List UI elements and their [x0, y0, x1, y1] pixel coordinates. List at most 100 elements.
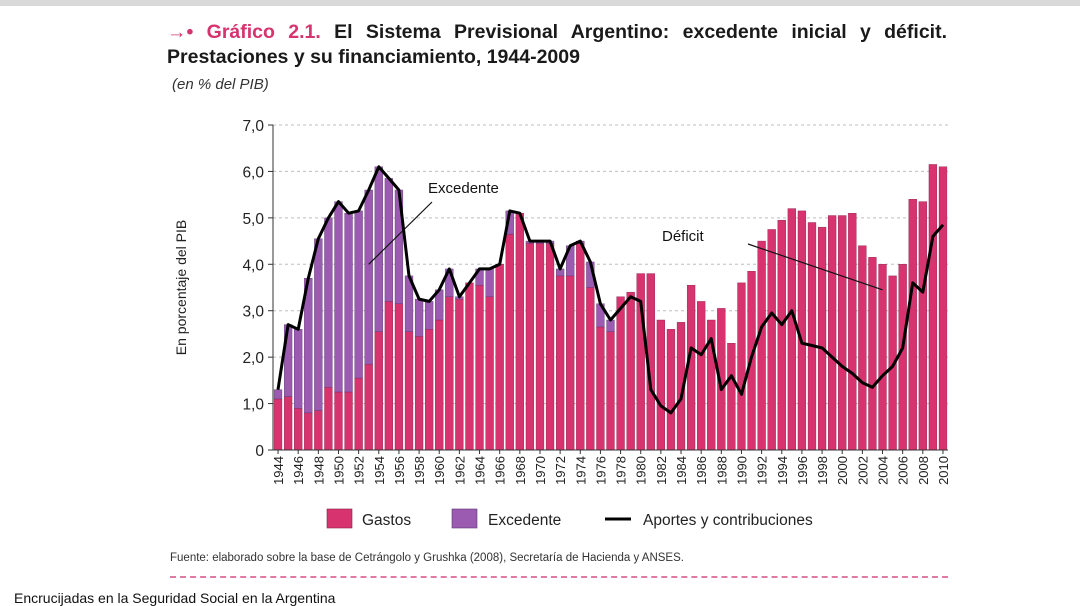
- gastos-bar: [304, 412, 313, 451]
- x-tick-label: 1982: [654, 456, 669, 485]
- gastos-bar: [525, 243, 535, 451]
- x-tick-label: 1980: [634, 456, 649, 485]
- y-tick-label: 2,0: [242, 350, 264, 367]
- excedente-bar: [314, 238, 323, 411]
- x-tick-label: 2008: [916, 456, 931, 485]
- gastos-bar: [626, 291, 635, 451]
- x-tick-label: 1970: [533, 456, 548, 485]
- excedente-bar: [364, 189, 373, 365]
- legend-swatch-gastos: [326, 508, 353, 529]
- gastos-bar: [555, 275, 565, 451]
- gastos-bar: [787, 208, 796, 451]
- gastos-bar: [807, 222, 817, 451]
- x-tick-label: 1992: [755, 456, 770, 485]
- x-tick-label: 1968: [513, 456, 528, 485]
- gastos-bar: [495, 264, 504, 451]
- gastos-bar: [425, 329, 434, 451]
- gastos-bar: [394, 303, 404, 451]
- x-tick-label: 2004: [876, 456, 891, 485]
- excedente-bar: [384, 178, 393, 302]
- x-tick-label: 1998: [815, 456, 830, 485]
- chart-svg: 0 1,0 2,0 3,0 4,0 5,0 6,0 7,0 En porcentaje del …: [173, 118, 951, 529]
- gastos-bar: [404, 331, 414, 451]
- y-tick-label: 1,0: [242, 397, 264, 414]
- gastos-bar: [515, 213, 524, 451]
- gastos-bar: [545, 243, 555, 451]
- annotation-excedente-arrow: [368, 201, 433, 265]
- x-tick-label: 1974: [573, 456, 588, 485]
- gastos-bar: [666, 329, 676, 451]
- gastos-bar: [828, 215, 837, 451]
- gastos-bar: [465, 282, 474, 451]
- gastos-bar: [414, 336, 424, 451]
- gastos-bar: [908, 199, 917, 451]
- x-tick-label: 1960: [432, 456, 447, 485]
- aportes-line: [276, 165, 945, 415]
- annotation-deficit: Déficit: [662, 228, 705, 245]
- x-tick-label: 1946: [291, 456, 306, 485]
- excedente-bar: [354, 210, 363, 379]
- x-tick-label: 1964: [473, 456, 488, 485]
- excedente-bar: [344, 213, 353, 393]
- gastos-bar: [767, 229, 776, 451]
- x-tick-label: 1958: [412, 456, 427, 485]
- gastos-bar: [324, 387, 333, 451]
- x-tick-label: 1956: [392, 456, 407, 485]
- annotation-excedente: Excedente: [428, 180, 499, 197]
- gastos-bar: [817, 226, 827, 451]
- gastos-bar: [928, 164, 938, 451]
- gastos-bar: [273, 398, 283, 451]
- x-tick-label: 1994: [775, 456, 790, 485]
- footer-text: Encrucijadas en la Seguridad Social en l…: [14, 590, 336, 606]
- x-tick-label: 1950: [331, 456, 346, 485]
- x-tick-label: 1986: [694, 456, 709, 485]
- y-tick-label: 7,0: [242, 118, 264, 135]
- chart-title: →• Gráfico 2.1. El Sistema Previsional A…: [167, 20, 947, 70]
- gastos-bar: [374, 331, 383, 451]
- legend-label-aportes: Aportes y contribuciones: [643, 512, 813, 529]
- gastos-bar: [455, 298, 464, 451]
- x-tick-label: 1988: [714, 456, 729, 485]
- excedente-bar: [374, 166, 383, 332]
- x-tick-label: 1978: [614, 456, 629, 485]
- x-tick-label: 1972: [553, 456, 568, 485]
- chart-subtitle: (en % del PIB): [172, 76, 269, 93]
- figure-label: →• Gráfico 2.1.: [167, 21, 321, 43]
- excedente-bar: [485, 268, 494, 297]
- gastos-bar: [314, 410, 323, 451]
- gastos-bar: [364, 363, 373, 451]
- excedente-bar: [334, 201, 343, 393]
- gastos-bar: [485, 296, 494, 451]
- gastos-bar: [445, 296, 454, 451]
- x-tick-label: 1944: [271, 456, 286, 485]
- gastos-bar: [566, 275, 575, 451]
- gastos-bar: [616, 296, 625, 451]
- gastos-bar: [838, 215, 847, 451]
- gastos-bar: [757, 240, 766, 451]
- x-tick-label: 1962: [452, 456, 467, 485]
- gastos-bar: [334, 391, 343, 451]
- x-tick-label: 1966: [493, 456, 508, 485]
- gastos-bar: [283, 396, 293, 451]
- gastos-bar: [435, 319, 444, 451]
- x-tick-label: 1954: [372, 456, 387, 485]
- x-tick-label: 1976: [593, 456, 608, 485]
- x-tick-label: 1996: [795, 456, 810, 485]
- gastos-bar: [576, 243, 585, 451]
- excedente-bar: [414, 298, 424, 337]
- gastos-bar: [938, 166, 948, 451]
- gastos-bar: [918, 201, 927, 451]
- gastos-bar: [294, 408, 303, 451]
- x-tick-label: 1984: [674, 456, 689, 485]
- y-tick-label: 4,0: [242, 257, 264, 274]
- x-tick-label: 2006: [896, 456, 911, 485]
- top-border: [0, 0, 1080, 6]
- gastos-bar: [697, 301, 706, 451]
- legend-swatch-excedente: [451, 508, 478, 529]
- x-tick-label: 1948: [311, 456, 326, 485]
- gastos-bar: [878, 264, 887, 451]
- gastos-bar: [737, 282, 746, 451]
- gastos-bar: [475, 284, 484, 451]
- excedente-bar: [425, 301, 434, 330]
- gastos-bar: [344, 391, 353, 451]
